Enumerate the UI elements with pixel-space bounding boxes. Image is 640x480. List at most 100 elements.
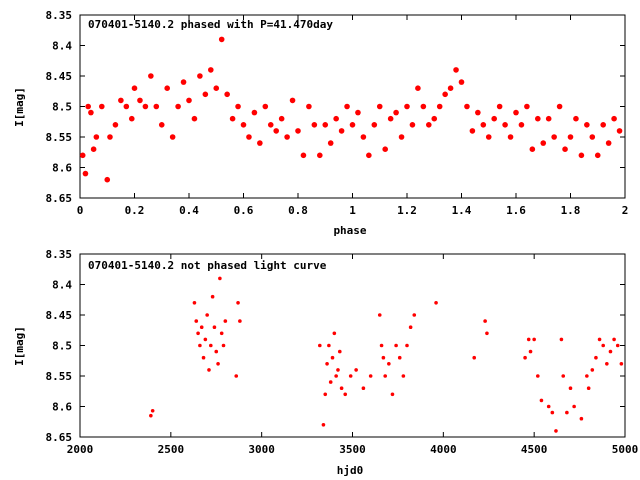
data-point [229, 115, 236, 122]
data-point [472, 355, 477, 360]
data-point [554, 429, 558, 433]
data-point [321, 423, 326, 427]
data-point [611, 115, 617, 122]
unphased-y-axis-label: I[mag] [13, 326, 26, 366]
x-tick-label: 2500 [158, 443, 185, 456]
data-point [387, 362, 391, 366]
data-point [546, 404, 551, 409]
data-point [379, 343, 384, 348]
data-point [224, 91, 230, 98]
data-point [235, 103, 241, 110]
unphased-plot-title: 070401-5140.2 not phased light curve [88, 259, 327, 272]
data-point [601, 343, 605, 348]
data-point [434, 301, 438, 305]
y-tick-label: 8.65 [46, 192, 73, 205]
data-point [192, 301, 197, 305]
data-point [336, 368, 340, 372]
data-point [197, 73, 203, 79]
data-point [480, 122, 487, 128]
data-point [202, 91, 209, 98]
data-point [349, 122, 356, 128]
data-point [371, 122, 378, 128]
data-point [524, 103, 530, 110]
y-tick-label: 8.4 [52, 40, 72, 53]
data-point [238, 319, 242, 323]
data-point [221, 343, 226, 348]
x-tick-label: 5000 [612, 443, 639, 456]
data-point [300, 152, 307, 159]
data-point [169, 134, 176, 140]
data-point [199, 325, 204, 330]
data-point [383, 374, 388, 378]
data-point [209, 343, 213, 348]
y-tick-label: 8.35 [46, 9, 73, 22]
data-point [483, 319, 487, 323]
data-point [387, 115, 394, 122]
data-point [616, 128, 623, 134]
data-point [112, 122, 119, 128]
data-point [234, 374, 239, 378]
data-point [360, 134, 367, 140]
y-tick-label: 8.35 [46, 248, 73, 261]
data-point [436, 103, 443, 110]
x-tick-label: 1.8 [561, 204, 581, 217]
data-point [550, 410, 555, 415]
data-point [529, 146, 536, 152]
data-point [586, 386, 591, 391]
data-point [412, 313, 417, 317]
data-point [518, 122, 525, 128]
unphased-plot: 070401-5140.2 not phased light curve hjd… [13, 248, 638, 477]
phased-plot-frame [79, 14, 626, 199]
data-point [216, 362, 220, 366]
data-point [137, 97, 143, 104]
data-point [405, 343, 409, 348]
data-point [572, 404, 576, 409]
data-point [568, 386, 573, 391]
data-point [584, 122, 590, 128]
phased-plot: 070401-5140.2 phased with P=41.470day ph… [13, 9, 628, 237]
data-point [223, 319, 228, 323]
data-point [186, 97, 192, 104]
data-point [526, 337, 531, 342]
data-point [194, 319, 199, 323]
data-point [535, 115, 541, 122]
data-point [393, 109, 399, 116]
data-point [150, 408, 155, 413]
data-point [278, 115, 285, 122]
data-point [85, 103, 91, 110]
data-point [201, 355, 206, 360]
data-point [469, 128, 476, 134]
data-point [590, 368, 595, 372]
data-point [88, 109, 94, 116]
data-point [355, 109, 361, 116]
data-point [390, 392, 395, 397]
data-point [579, 416, 584, 421]
data-point [619, 362, 624, 366]
data-point [123, 103, 130, 110]
data-point [236, 301, 240, 305]
unphased-x-axis-label: hjd0 [337, 464, 364, 477]
data-point [382, 146, 389, 152]
y-tick-label: 8.55 [46, 370, 73, 383]
data-point [325, 362, 329, 366]
y-tick-label: 8.55 [46, 131, 73, 144]
data-point [131, 85, 138, 91]
data-point [328, 380, 333, 384]
x-tick-label: 2 [622, 204, 629, 217]
data-point [257, 140, 263, 146]
data-point [608, 349, 613, 354]
data-point [251, 109, 258, 116]
data-point [401, 374, 406, 378]
data-point [447, 85, 454, 91]
data-point [545, 115, 552, 122]
data-point [354, 368, 358, 372]
data-point [394, 343, 398, 348]
data-point [551, 134, 557, 140]
data-point [99, 103, 105, 110]
data-point [562, 146, 568, 152]
data-point [528, 349, 533, 354]
x-tick-label: 4500 [521, 443, 548, 456]
data-point [532, 337, 536, 342]
data-point [267, 122, 274, 128]
